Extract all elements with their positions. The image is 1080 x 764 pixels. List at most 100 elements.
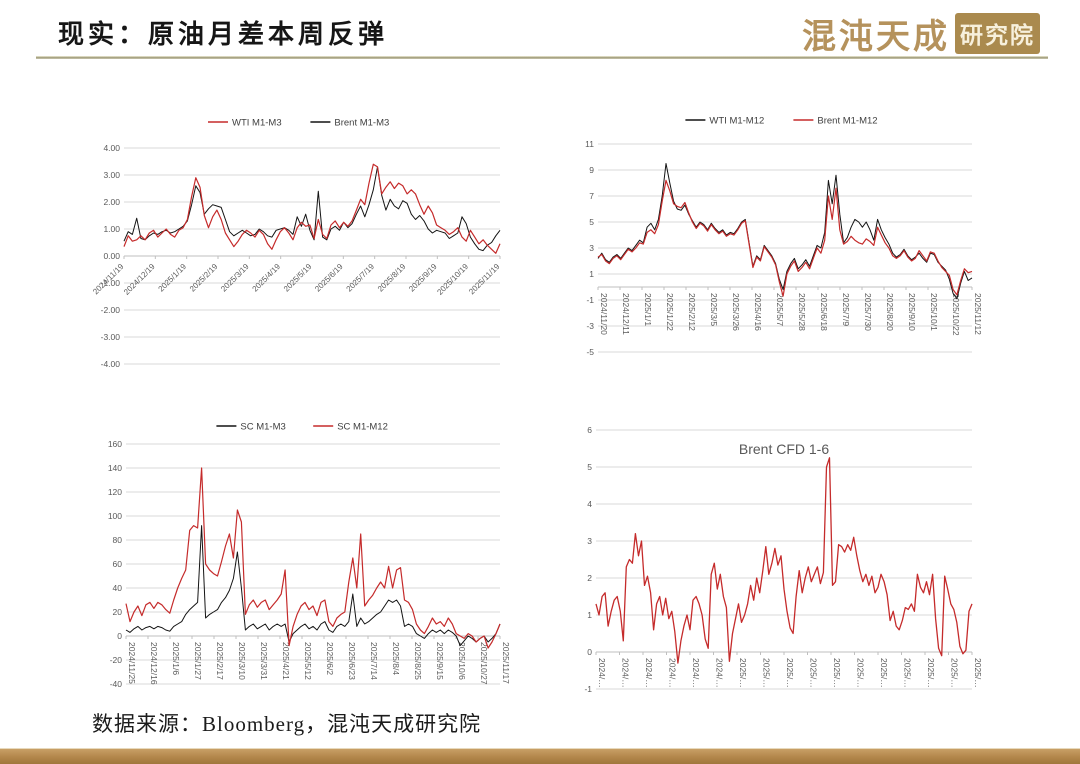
- svg-text:2025/10/1: 2025/10/1: [929, 293, 939, 331]
- svg-text:60: 60: [113, 559, 123, 569]
- svg-text:80: 80: [113, 535, 123, 545]
- svg-text:2025/4/16: 2025/4/16: [753, 293, 763, 331]
- svg-text:2025/10/22: 2025/10/22: [951, 293, 961, 336]
- svg-text:2025/5/28: 2025/5/28: [797, 293, 807, 331]
- svg-text:SC M1-M3: SC M1-M3: [240, 422, 285, 433]
- svg-text:-5: -5: [586, 347, 594, 357]
- svg-text:2024/…: 2024/…: [597, 658, 607, 688]
- svg-text:2025/…: 2025/…: [926, 658, 936, 688]
- svg-text:20: 20: [113, 607, 123, 617]
- svg-text:4.00: 4.00: [103, 143, 120, 153]
- svg-text:2025/…: 2025/…: [903, 658, 913, 688]
- svg-text:2024/11/20: 2024/11/20: [599, 293, 609, 335]
- svg-text:2025/4/19: 2025/4/19: [251, 262, 283, 294]
- svg-text:-40: -40: [110, 679, 123, 689]
- svg-text:1: 1: [587, 610, 592, 620]
- svg-text:2024/…: 2024/…: [621, 658, 631, 688]
- chart-sc-spreads: 160 140 120 100 80 60 40 20 0 -20 -40 2024/11/25 202…: [92, 416, 512, 696]
- svg-text:2025/8/4: 2025/8/4: [391, 642, 401, 675]
- svg-text:-3.00: -3.00: [101, 332, 121, 342]
- svg-text:2025/8/25: 2025/8/25: [413, 642, 423, 680]
- svg-text:2025/9/15: 2025/9/15: [435, 642, 445, 680]
- svg-text:2025/…: 2025/…: [809, 658, 819, 688]
- svg-text:-1.00: -1.00: [101, 278, 121, 288]
- svg-text:9: 9: [589, 165, 594, 175]
- svg-text:2025/…: 2025/…: [785, 658, 795, 688]
- logo-brand-text: 混沌天成: [802, 18, 950, 56]
- svg-text:2025/7/14: 2025/7/14: [369, 642, 379, 680]
- svg-text:2024/11/19: 2024/11/19: [92, 262, 126, 297]
- svg-text:SC M1-M12: SC M1-M12: [337, 422, 388, 433]
- svg-text:2025/2/12: 2025/2/12: [687, 293, 697, 331]
- svg-text:1: 1: [589, 269, 594, 279]
- svg-text:3: 3: [587, 536, 592, 546]
- svg-text:2025/6/18: 2025/6/18: [819, 293, 829, 331]
- data-source: 数据来源：Bloomberg，混沌天成研究院: [92, 712, 482, 736]
- svg-text:2024/…: 2024/…: [644, 658, 654, 688]
- svg-text:2025/6/23: 2025/6/23: [347, 642, 357, 680]
- svg-text:2025/5/19: 2025/5/19: [282, 262, 314, 294]
- svg-text:2025/2/17: 2025/2/17: [215, 642, 225, 680]
- svg-text:2025/8/19: 2025/8/19: [376, 262, 408, 294]
- svg-text:2: 2: [587, 573, 592, 583]
- svg-text:2025/3/5: 2025/3/5: [709, 293, 719, 326]
- svg-text:6: 6: [587, 425, 592, 435]
- svg-text:2024/12/19: 2024/12/19: [122, 262, 157, 297]
- svg-text:2025/…: 2025/…: [973, 658, 983, 688]
- svg-text:WTI M1-M3: WTI M1-M3: [232, 118, 282, 129]
- svg-text:100: 100: [108, 511, 122, 521]
- svg-text:0: 0: [587, 647, 592, 657]
- svg-text:4: 4: [587, 499, 592, 509]
- svg-text:2025/1/27: 2025/1/27: [193, 642, 203, 680]
- svg-text:120: 120: [108, 487, 122, 497]
- chart-wti-brent-m1m12-canvas: 11 9 7 5 3 1 -1 -3 -5 2024/11/20 2024/12/11 2025/1/…: [585, 116, 983, 358]
- svg-text:Brent M1-M12: Brent M1-M12: [817, 116, 877, 127]
- svg-text:2025/6/19: 2025/6/19: [313, 262, 345, 294]
- svg-text:2025/1/6: 2025/1/6: [171, 642, 181, 675]
- svg-text:Brent CFD 1-6: Brent CFD 1-6: [739, 441, 829, 457]
- svg-text:2025/9/10: 2025/9/10: [907, 293, 917, 331]
- svg-text:40: 40: [113, 583, 123, 593]
- svg-text:2024/…: 2024/…: [668, 658, 678, 688]
- svg-text:2025/2/19: 2025/2/19: [188, 262, 220, 294]
- svg-text:2024/…: 2024/…: [691, 658, 701, 688]
- chart-wti-brent-m1m12: 11 9 7 5 3 1 -1 -3 -5 2024/11/20 2024/12/11 2025/1/…: [570, 110, 1000, 360]
- svg-text:1.00: 1.00: [103, 224, 120, 234]
- svg-text:Brent M1-M3: Brent M1-M3: [334, 118, 389, 129]
- svg-text:2025/3/26: 2025/3/26: [731, 293, 741, 331]
- svg-text:11: 11: [585, 139, 594, 149]
- svg-text:140: 140: [108, 463, 122, 473]
- svg-text:2025/…: 2025/…: [856, 658, 866, 688]
- svg-text:2025/3/19: 2025/3/19: [219, 262, 251, 294]
- svg-text:2025/…: 2025/…: [832, 658, 842, 688]
- chart-brent-cfd-canvas: 6 5 4 3 2 1 0 -1 2024/… 2024/… 2024/… 2024/… 2024/… 2…: [584, 425, 983, 694]
- svg-text:5: 5: [589, 217, 594, 227]
- svg-text:2024/12/16: 2024/12/16: [149, 642, 159, 685]
- svg-text:2.00: 2.00: [103, 197, 120, 207]
- chart-wti-brent-m1m3: 4.00 3.00 2.00 1.00 0.00 -1.00 -2.00 -3.00 -4.00…: [92, 112, 512, 370]
- svg-text:2025/11/17: 2025/11/17: [501, 642, 511, 684]
- svg-text:-2.00: -2.00: [101, 305, 121, 315]
- svg-text:7: 7: [589, 191, 594, 201]
- svg-text:2024/12/11: 2024/12/11: [621, 293, 631, 335]
- svg-text:5: 5: [587, 462, 592, 472]
- svg-text:2025/7/30: 2025/7/30: [863, 293, 873, 331]
- svg-text:2025/7/19: 2025/7/19: [345, 262, 377, 294]
- svg-text:2025/10/19: 2025/10/19: [435, 262, 470, 297]
- svg-text:2025/3/31: 2025/3/31: [259, 642, 269, 680]
- svg-text:160: 160: [108, 439, 122, 449]
- svg-text:-20: -20: [110, 655, 123, 665]
- svg-text:2025/…: 2025/…: [879, 658, 889, 688]
- chart-brent-cfd: 6 5 4 3 2 1 0 -1 2024/… 2024/… 2024/… 2024/… 2024/… 2…: [570, 416, 1000, 701]
- svg-text:-4.00: -4.00: [101, 359, 121, 369]
- svg-text:3: 3: [589, 243, 594, 253]
- page-title: 现实：原油月差本周反弹: [58, 20, 389, 49]
- svg-text:-1: -1: [584, 684, 592, 694]
- svg-text:2025/…: 2025/…: [950, 658, 960, 688]
- svg-text:2025/10/6: 2025/10/6: [457, 642, 467, 680]
- svg-text:2025/9/19: 2025/9/19: [407, 262, 439, 294]
- svg-text:2024/…: 2024/…: [715, 658, 725, 688]
- svg-text:WTI M1-M12: WTI M1-M12: [709, 116, 764, 127]
- svg-text:2025/11/19: 2025/11/19: [467, 262, 502, 297]
